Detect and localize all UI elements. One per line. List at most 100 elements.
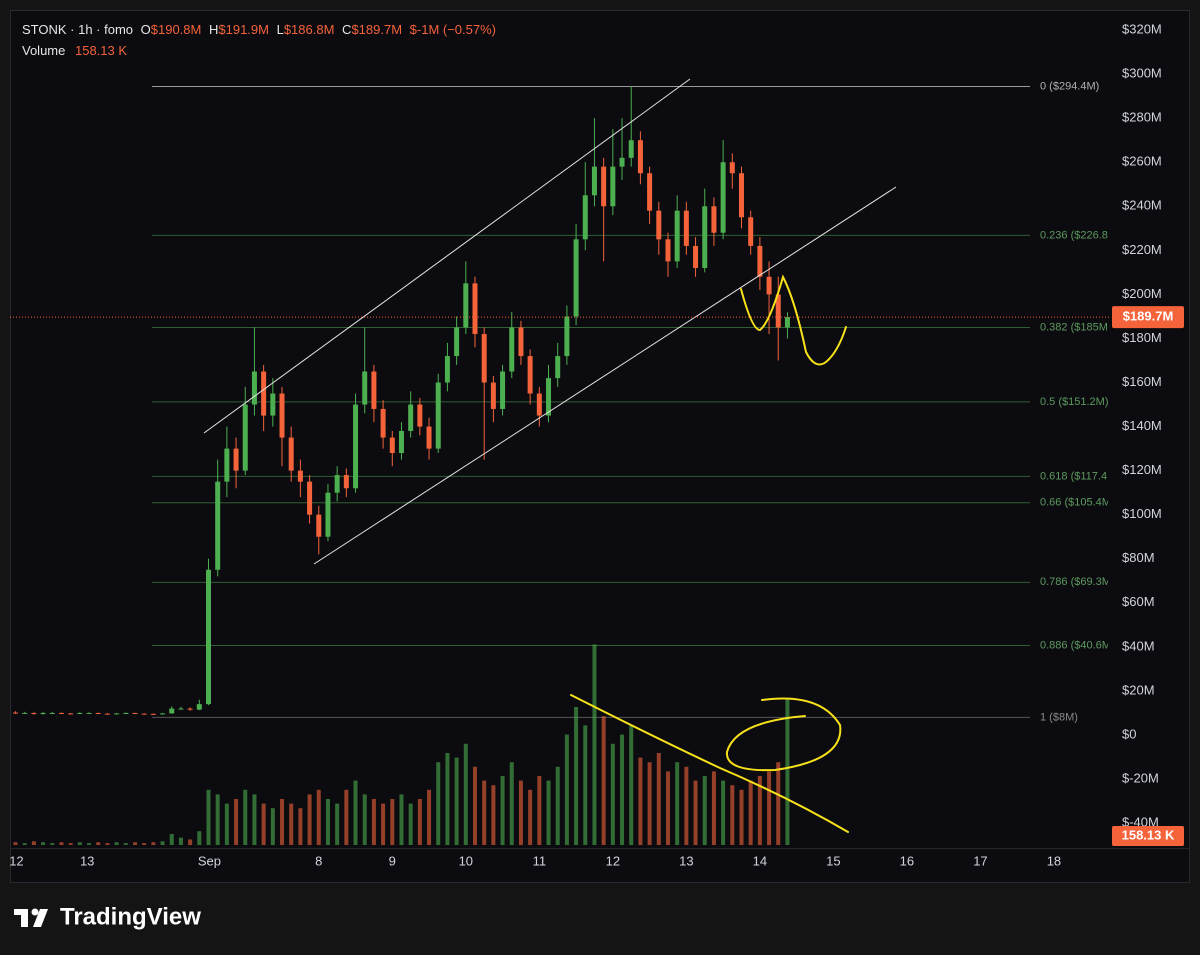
- candle-body: [242, 404, 248, 471]
- volume-bar: [711, 771, 716, 845]
- volume-bar: [41, 842, 46, 845]
- high-label: H: [209, 22, 218, 37]
- volume-bar: [68, 843, 73, 845]
- volume-bar: [87, 843, 92, 845]
- candle-body: [86, 712, 92, 714]
- candle-body: [307, 481, 313, 515]
- candle-body: [683, 210, 689, 246]
- candle-body: [546, 378, 552, 416]
- candle-body: [729, 162, 735, 174]
- candle-body: [610, 166, 616, 207]
- candle-body: [693, 245, 699, 268]
- volume-bar: [757, 776, 762, 845]
- price-axis: $320M $300M $280M $260M $240M $220M $200M $180M…: [1122, 21, 1162, 829]
- candle-body: [297, 470, 303, 482]
- close-label: C: [342, 22, 351, 37]
- volume-bar: [730, 785, 735, 845]
- volume-bar: [307, 794, 312, 845]
- volume-bar: [647, 762, 652, 845]
- last-volume-label: 158.13 K: [1122, 827, 1175, 842]
- volume-bar: [96, 842, 101, 845]
- volume-bar: [206, 789, 211, 845]
- volume-bar: [482, 780, 487, 845]
- y-tick-label: $100M: [1122, 506, 1162, 521]
- volume-bar: [390, 799, 395, 845]
- volume-bar: [445, 753, 450, 845]
- y-tick-label: $20M: [1122, 682, 1155, 697]
- volume-bar: [592, 644, 597, 845]
- volume-bar: [518, 780, 523, 845]
- y-tick-label: $-20M: [1122, 770, 1159, 785]
- volume-bar: [169, 833, 174, 845]
- volume-bar: [500, 776, 505, 845]
- volume-bar: [776, 762, 781, 845]
- low-value: $186.8M: [284, 22, 335, 37]
- volume-bar: [178, 837, 183, 845]
- candle-body: [398, 430, 404, 454]
- channel-upper: [203, 78, 691, 434]
- last-price-label: $189.7M: [1123, 309, 1174, 324]
- volume-bar: [105, 843, 110, 845]
- candle-body: [251, 371, 257, 405]
- volume-bar: [59, 842, 64, 845]
- candle-body: [270, 393, 276, 416]
- candle-body: [288, 437, 294, 471]
- last-volume-box: [1112, 826, 1184, 846]
- annotation-circle: [725, 697, 842, 772]
- volume-bar: [417, 799, 422, 845]
- candle-body: [766, 276, 772, 295]
- candle-body: [454, 327, 460, 357]
- candle-body: [490, 382, 496, 409]
- fib-label: 0.66 ($105.4M): [1040, 497, 1115, 509]
- volume-bar: [436, 762, 441, 845]
- candle-body: [564, 316, 570, 357]
- y-tick-label: $-40M: [1122, 815, 1159, 830]
- volume-bar: [574, 707, 579, 845]
- candle-body: [141, 713, 147, 715]
- volume-bar: [454, 757, 459, 845]
- channel-lower: [313, 186, 897, 565]
- candle-body: [196, 704, 202, 710]
- fib-label: 0.5 ($151.2M): [1040, 396, 1108, 408]
- candle-body: [435, 382, 441, 449]
- candle-body: [518, 327, 524, 357]
- volume-bar: [564, 734, 569, 845]
- chart-panel: [10, 10, 1190, 883]
- x-tick-label: Sep: [198, 853, 221, 868]
- candle-body: [775, 294, 781, 328]
- candle-body: [261, 371, 267, 416]
- candle-body: [389, 437, 395, 454]
- candle-body: [426, 426, 432, 449]
- candle-body: [647, 173, 653, 211]
- candle-body: [748, 217, 754, 246]
- logo-stem: [21, 909, 28, 927]
- y-tick-label: $140M: [1122, 418, 1162, 433]
- x-tick-label: 16: [900, 853, 914, 868]
- x-tick-label: 13: [679, 853, 693, 868]
- volume-bar: [123, 843, 128, 845]
- fib-label: 0 ($294.4M): [1040, 80, 1099, 92]
- y-tick-label: $0: [1122, 726, 1136, 741]
- y-tick-label: $300M: [1122, 66, 1162, 81]
- candle-body: [343, 475, 349, 489]
- logo-slash: [33, 909, 48, 927]
- candle-body: [68, 713, 74, 715]
- volume-bar: [463, 743, 468, 845]
- volume-bar: [261, 803, 266, 845]
- symbol: STONK · 1h · fomo: [22, 22, 133, 37]
- candle-body: [77, 712, 83, 714]
- fib-label: 0.382 ($185M): [1040, 321, 1112, 333]
- volume-bar: [702, 776, 707, 845]
- volume-bar: [555, 766, 560, 845]
- volume-bar: [665, 771, 670, 845]
- candles: [13, 86, 790, 715]
- volume-bar: [491, 785, 496, 845]
- volume-bar: [224, 803, 229, 845]
- volume-bar: [362, 794, 367, 845]
- y-tick-label: $320M: [1122, 21, 1162, 36]
- candle-body: [123, 712, 129, 714]
- volume-bar: [371, 799, 376, 845]
- brand-logo: TradingView: [14, 903, 201, 930]
- y-tick-label: $240M: [1122, 198, 1162, 213]
